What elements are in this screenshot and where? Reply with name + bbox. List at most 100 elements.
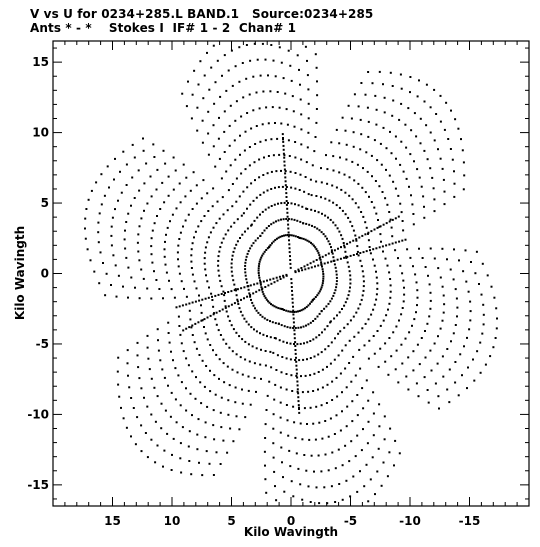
data-point bbox=[423, 100, 426, 103]
data-point bbox=[356, 434, 359, 437]
data-point bbox=[318, 502, 321, 505]
data-point bbox=[386, 264, 389, 267]
data-point bbox=[347, 216, 350, 219]
data-point bbox=[212, 124, 215, 127]
data-point bbox=[164, 263, 167, 266]
data-point bbox=[433, 88, 436, 91]
data-point bbox=[359, 148, 362, 151]
data-point bbox=[315, 248, 318, 251]
data-point bbox=[387, 373, 390, 376]
data-point bbox=[359, 118, 362, 121]
data-point bbox=[296, 384, 299, 387]
data-point bbox=[306, 239, 309, 242]
data-point bbox=[294, 187, 297, 190]
data-point bbox=[232, 440, 235, 443]
data-point bbox=[272, 221, 275, 224]
data-point bbox=[234, 119, 237, 122]
data-point bbox=[185, 303, 188, 306]
data-point bbox=[345, 479, 348, 482]
data-point bbox=[124, 229, 126, 232]
data-point bbox=[259, 281, 262, 284]
data-point bbox=[216, 59, 219, 62]
data-point bbox=[294, 359, 297, 361]
data-point bbox=[244, 258, 247, 261]
data-point bbox=[385, 244, 388, 247]
data-point bbox=[194, 322, 197, 325]
data-point bbox=[297, 392, 300, 395]
data-point bbox=[462, 188, 465, 191]
data-point bbox=[212, 409, 215, 412]
data-point bbox=[138, 259, 141, 262]
data-point bbox=[377, 219, 379, 221]
data-point bbox=[261, 254, 264, 257]
data-point bbox=[174, 367, 177, 370]
data-point bbox=[264, 478, 267, 481]
data-point bbox=[315, 180, 318, 183]
data-point bbox=[335, 280, 338, 283]
data-point bbox=[343, 246, 346, 249]
data-point bbox=[370, 154, 373, 157]
data-point bbox=[267, 300, 270, 303]
data-point bbox=[169, 220, 171, 223]
data-point bbox=[400, 313, 403, 316]
data-point bbox=[307, 304, 310, 307]
data-point bbox=[185, 357, 188, 360]
data-point bbox=[319, 288, 322, 291]
data-point bbox=[183, 287, 185, 290]
data-point bbox=[415, 135, 418, 138]
data-point bbox=[218, 310, 221, 313]
data-point bbox=[315, 405, 318, 408]
data-point bbox=[99, 251, 102, 254]
data-point bbox=[285, 218, 288, 220]
data-point bbox=[181, 304, 184, 307]
data-point bbox=[309, 357, 312, 359]
data-point bbox=[190, 473, 193, 476]
data-point bbox=[239, 310, 242, 313]
data-point bbox=[309, 321, 312, 324]
data-point bbox=[367, 232, 369, 235]
data-point bbox=[357, 307, 360, 310]
data-point bbox=[207, 153, 210, 156]
data-point bbox=[167, 332, 170, 334]
data-point bbox=[348, 460, 351, 463]
data-point bbox=[408, 185, 410, 188]
data-point bbox=[231, 183, 234, 185]
data-point bbox=[324, 453, 327, 456]
data-point bbox=[442, 294, 445, 297]
data-point bbox=[267, 155, 270, 157]
data-point bbox=[266, 279, 268, 282]
data-point bbox=[453, 182, 456, 185]
data-point bbox=[125, 426, 128, 429]
data-point bbox=[314, 265, 316, 268]
data-point bbox=[218, 358, 221, 361]
data-point bbox=[291, 293, 294, 296]
data-point bbox=[367, 500, 370, 503]
data-point bbox=[255, 196, 258, 199]
data-point bbox=[297, 326, 300, 329]
data-point bbox=[370, 201, 373, 203]
data-point bbox=[288, 155, 291, 157]
data-point bbox=[312, 298, 314, 301]
data-point bbox=[269, 244, 272, 247]
data-point bbox=[322, 279, 325, 282]
y-tick-label: -15 bbox=[27, 478, 49, 492]
data-point bbox=[441, 285, 444, 288]
data-point bbox=[382, 250, 384, 253]
data-point bbox=[273, 337, 276, 339]
data-point bbox=[197, 321, 200, 324]
data-point bbox=[362, 289, 365, 292]
data-point bbox=[266, 335, 268, 338]
data-point bbox=[334, 337, 336, 340]
data-point bbox=[339, 330, 342, 333]
data-point bbox=[227, 413, 230, 416]
data-point bbox=[306, 263, 309, 266]
data-point bbox=[172, 188, 175, 191]
data-point bbox=[298, 189, 301, 191]
data-point bbox=[127, 266, 130, 269]
data-point bbox=[280, 61, 283, 64]
data-point bbox=[327, 216, 329, 219]
data-point bbox=[409, 256, 412, 259]
data-point bbox=[355, 239, 358, 242]
data-point bbox=[173, 296, 176, 299]
data-point bbox=[346, 242, 349, 245]
